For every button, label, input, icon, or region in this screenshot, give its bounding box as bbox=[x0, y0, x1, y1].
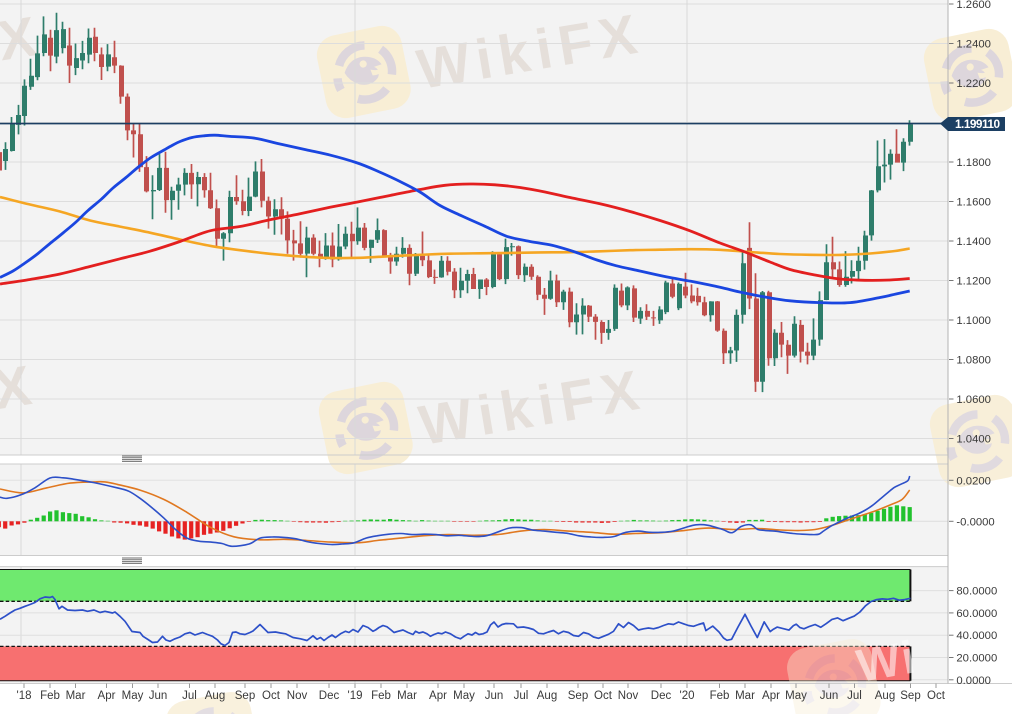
svg-text:Dec: Dec bbox=[319, 690, 340, 702]
svg-text:Apr: Apr bbox=[429, 690, 447, 702]
svg-text:Jun: Jun bbox=[820, 690, 839, 702]
svg-text:Mar: Mar bbox=[735, 690, 755, 702]
svg-text:Oct: Oct bbox=[262, 690, 281, 702]
svg-text:Sep: Sep bbox=[568, 690, 588, 702]
svg-text:1.0400: 1.0400 bbox=[956, 434, 991, 446]
svg-text:Feb: Feb bbox=[371, 690, 391, 702]
svg-text:1.1000: 1.1000 bbox=[956, 315, 991, 327]
svg-text:Nov: Nov bbox=[618, 690, 639, 702]
svg-text:Mar: Mar bbox=[66, 690, 86, 702]
svg-text:0.0200: 0.0200 bbox=[956, 475, 991, 487]
svg-text:1.199110: 1.199110 bbox=[955, 117, 1000, 131]
svg-text:1.2400: 1.2400 bbox=[956, 39, 991, 51]
svg-text:Apr: Apr bbox=[762, 690, 780, 702]
svg-text:Mar: Mar bbox=[397, 690, 417, 702]
svg-text:40.0000: 40.0000 bbox=[956, 630, 997, 642]
svg-text:80.0000: 80.0000 bbox=[956, 586, 997, 598]
svg-text:May: May bbox=[122, 690, 144, 702]
svg-text:Aug: Aug bbox=[537, 690, 557, 702]
svg-text:'19: '19 bbox=[348, 690, 363, 702]
svg-text:Jul: Jul bbox=[182, 690, 197, 702]
svg-text:Apr: Apr bbox=[98, 690, 116, 702]
svg-text:Jul: Jul bbox=[514, 690, 529, 702]
svg-text:Sep: Sep bbox=[900, 690, 920, 702]
svg-text:Dec: Dec bbox=[651, 690, 672, 702]
svg-text:Jul: Jul bbox=[847, 690, 862, 702]
svg-text:0.0000: 0.0000 bbox=[956, 675, 991, 687]
svg-text:Feb: Feb bbox=[40, 690, 60, 702]
svg-text:Jun: Jun bbox=[149, 690, 168, 702]
svg-text:Nov: Nov bbox=[287, 690, 308, 702]
svg-text:Oct: Oct bbox=[594, 690, 613, 702]
svg-text:20.0000: 20.0000 bbox=[956, 653, 997, 665]
svg-text:60.0000: 60.0000 bbox=[956, 608, 997, 620]
svg-text:-0.0000: -0.0000 bbox=[956, 516, 994, 528]
svg-text:May: May bbox=[453, 690, 475, 702]
svg-text:Jun: Jun bbox=[485, 690, 504, 702]
svg-text:1.2200: 1.2200 bbox=[956, 78, 991, 90]
svg-text:'18: '18 bbox=[17, 690, 32, 702]
svg-text:1.1200: 1.1200 bbox=[956, 276, 991, 288]
svg-text:Feb: Feb bbox=[710, 690, 730, 702]
svg-text:May: May bbox=[785, 690, 807, 702]
svg-text:Aug: Aug bbox=[875, 690, 895, 702]
svg-text:1.1600: 1.1600 bbox=[956, 197, 991, 209]
svg-text:'20: '20 bbox=[680, 690, 695, 702]
svg-text:Wi: Wi bbox=[853, 630, 921, 692]
svg-text:1.0800: 1.0800 bbox=[956, 355, 991, 367]
svg-text:1.2600: 1.2600 bbox=[956, 0, 991, 11]
svg-text:Oct: Oct bbox=[927, 690, 946, 702]
svg-text:1.1800: 1.1800 bbox=[956, 157, 991, 169]
svg-text:1.0600: 1.0600 bbox=[956, 394, 991, 406]
svg-text:Sep: Sep bbox=[235, 690, 255, 702]
svg-text:1.1400: 1.1400 bbox=[956, 236, 991, 248]
svg-text:Aug: Aug bbox=[205, 690, 225, 702]
